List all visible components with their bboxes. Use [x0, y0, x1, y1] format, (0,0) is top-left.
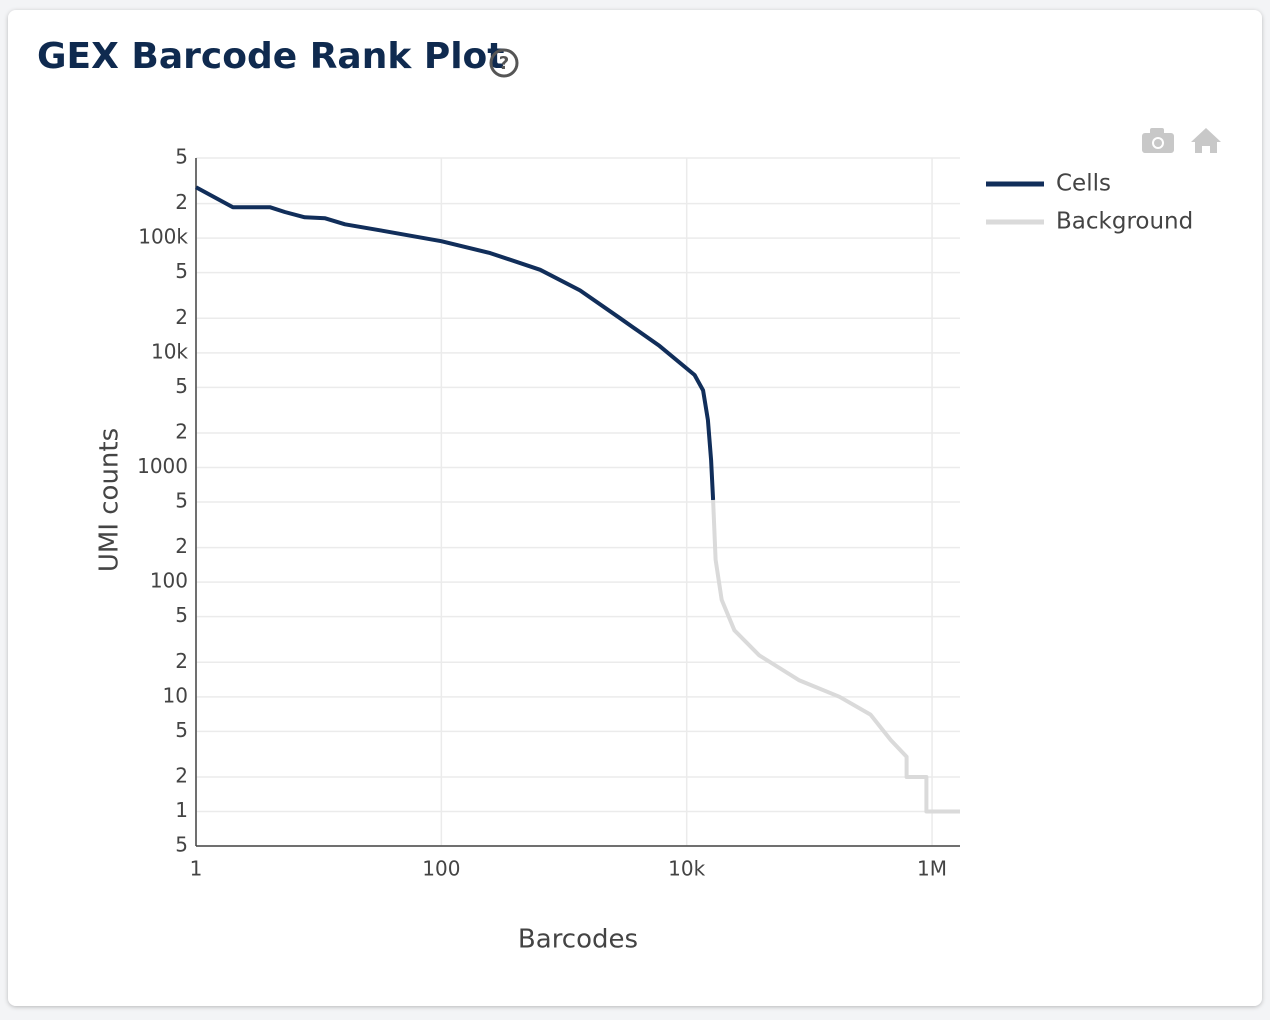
data-line	[195, 185, 716, 501]
y-tick-label: 10k	[151, 339, 188, 363]
y-tick-label: 5	[175, 145, 188, 169]
y-tick-label: 5	[175, 718, 188, 742]
y-tick-label: 1	[175, 798, 188, 822]
x-axis-title: Barcodes	[518, 925, 638, 955]
x-tick-label: 1	[190, 857, 203, 881]
x-tick-label: 10k	[668, 857, 705, 881]
x-tick-label: 1M	[917, 857, 947, 881]
y-tick-label: 5	[175, 489, 188, 513]
svg-text:?: ?	[499, 53, 509, 74]
legend-label: Cells	[1056, 171, 1111, 197]
y-tick-label: 1000	[137, 454, 188, 478]
y-tick-label: 5	[175, 833, 188, 857]
y-tick-label: 10	[163, 683, 188, 707]
y-tick-label: 2	[175, 763, 188, 787]
y-tick-label: 100k	[138, 225, 188, 249]
data-line	[711, 499, 960, 814]
y-tick-label: 5	[175, 259, 188, 283]
help-icon[interactable]: ?	[489, 48, 519, 78]
legend-label: Background	[1056, 209, 1193, 235]
chart-title: GEX Barcode Rank Plot	[37, 36, 505, 77]
card	[8, 10, 1262, 1006]
y-tick-label: 5	[175, 374, 188, 398]
y-tick-label: 2	[175, 305, 188, 329]
camera-icon[interactable]	[1142, 128, 1174, 153]
y-axis-title: UMI counts	[95, 428, 125, 572]
y-tick-label: 2	[175, 649, 188, 673]
home-icon[interactable]	[1191, 128, 1221, 153]
y-tick-label: 2	[175, 190, 188, 214]
x-tick-label: 100	[422, 857, 460, 881]
y-tick-label: 2	[175, 419, 188, 443]
y-tick-label: 100	[150, 569, 188, 593]
y-tick-label: 5	[175, 603, 188, 627]
y-tick-label: 2	[175, 534, 188, 558]
